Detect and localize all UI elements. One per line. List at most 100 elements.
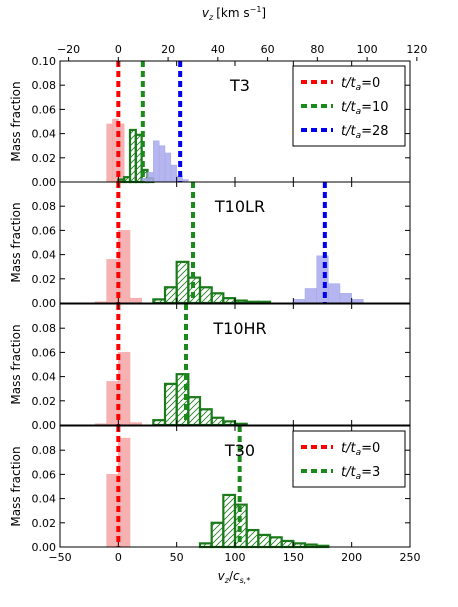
- y-tick-label: 0.08: [32, 79, 57, 92]
- y-tick-label: 0.04: [32, 493, 57, 506]
- y-tick-label: 0.06: [32, 346, 57, 359]
- bar: [245, 528, 260, 549]
- bar: [170, 164, 177, 183]
- series-1: [152, 260, 272, 305]
- bar: [328, 283, 341, 304]
- x-tick-label: 200: [341, 551, 362, 564]
- bar: [147, 172, 154, 183]
- legend: t/ta=0 t/ta=10 t/ta=28: [292, 65, 406, 147]
- bar: [280, 539, 295, 549]
- panel-title: T30: [224, 441, 255, 460]
- bar: [222, 297, 237, 305]
- panel-t30: 0.00 0.02 0.04 0.06 0.08 Mass fraction T30 t/ta…: [9, 425, 411, 554]
- bar: [339, 293, 352, 304]
- x-tick-label: 50: [170, 551, 184, 564]
- y-tick-label: 0.08: [32, 322, 57, 335]
- series-1: [152, 373, 248, 427]
- legend-label: t/ta=0: [341, 76, 380, 93]
- bottom-axis-ticks: −50 0 50 100 150 200 250: [48, 551, 420, 564]
- bar: [210, 292, 225, 305]
- top-tick-label: 80: [310, 43, 324, 56]
- panel-title: T3: [229, 76, 250, 95]
- y-tick-label: 0.04: [32, 249, 57, 262]
- y-tick-label: 0.06: [32, 103, 57, 116]
- bar: [106, 123, 113, 183]
- bar: [187, 396, 202, 427]
- bar: [163, 286, 178, 305]
- y-tick-label: 0.08: [32, 444, 57, 457]
- x-tick-label: 0: [115, 551, 122, 564]
- bar: [222, 493, 237, 549]
- bar: [158, 145, 166, 183]
- y-tick-label: 0.10: [32, 55, 57, 68]
- bar: [198, 408, 213, 427]
- top-tick-label: 120: [406, 43, 427, 56]
- y-tick-label: 0.02: [32, 273, 57, 286]
- bar: [257, 533, 272, 549]
- x-tick-label: 250: [400, 551, 421, 564]
- bar: [210, 416, 225, 427]
- legend-label: t/ta=0: [341, 441, 380, 458]
- y-tick-label: 0.06: [32, 468, 57, 481]
- top-tick-label: −20: [57, 43, 80, 56]
- legend: t/ta=0 t/ta=3: [292, 430, 406, 488]
- bar: [175, 260, 190, 305]
- panel-title: T10LR: [214, 197, 265, 216]
- top-tick-label: 100: [357, 43, 378, 56]
- top-tick-label: 60: [261, 43, 275, 56]
- y-axis-label: Mass fraction: [9, 324, 23, 404]
- bar: [164, 152, 172, 183]
- y-tick-label: 0.00: [32, 419, 57, 432]
- bar: [198, 286, 213, 305]
- panels: 0.00 0.02 0.04 0.06 0.08 0.10 Mass fraction T3 t…: [9, 55, 411, 554]
- top-tick-label: 40: [211, 43, 225, 56]
- bar: [153, 140, 160, 183]
- bar: [293, 299, 306, 304]
- bar: [304, 288, 317, 304]
- y-tick-label: 0.00: [32, 541, 57, 554]
- y-tick-label: 0.02: [32, 517, 57, 530]
- bar: [210, 521, 225, 549]
- bar: [351, 299, 364, 304]
- bar: [163, 382, 178, 427]
- legend-frame: [292, 430, 406, 488]
- top-axis-ticks: −20 0 20 40 60 80 100 120: [57, 43, 427, 61]
- bar: [187, 276, 202, 305]
- y-tick-label: 0.08: [32, 200, 57, 213]
- bar: [152, 419, 167, 427]
- panel-t3: 0.00 0.02 0.04 0.06 0.08 0.10 Mass fraction T3 t…: [9, 55, 411, 189]
- y-axis-label: Mass fraction: [9, 202, 23, 282]
- panel-title: T10HR: [212, 319, 266, 338]
- y-tick-label: 0.02: [32, 395, 57, 408]
- y-axis-label: Mass fraction: [9, 446, 23, 526]
- bar: [152, 298, 167, 305]
- x-tick-label: 100: [225, 551, 246, 564]
- bar: [268, 536, 283, 549]
- y-tick-label: 0.06: [32, 224, 57, 237]
- series-1: [198, 493, 330, 549]
- x-tick-label: 150: [283, 551, 304, 564]
- top-tick-label: 0: [115, 43, 122, 56]
- bar: [292, 542, 307, 549]
- top-tick-label: 20: [161, 43, 175, 56]
- y-tick-label: 0.00: [32, 297, 57, 310]
- series-0: [106, 118, 125, 183]
- y-tick-label: 0.04: [32, 128, 57, 141]
- bar: [198, 542, 213, 549]
- legend-label: t/ta=28: [341, 124, 389, 141]
- y-axis-label: Mass fraction: [9, 81, 23, 161]
- top-axis-label: vz [km s−1]: [202, 5, 266, 22]
- x-axis-label: vz/cs,*: [218, 569, 251, 585]
- panel-t10hr: 0.00 0.02 0.04 0.06 0.08 Mass fraction T10HR: [9, 303, 411, 432]
- y-tick-label: 0.04: [32, 371, 57, 384]
- x-tick-label: −50: [48, 551, 71, 564]
- series-2: [293, 255, 364, 304]
- legend-label: t/ta=10: [341, 100, 389, 117]
- y-tick-label: 0.00: [32, 176, 57, 189]
- bar: [129, 297, 142, 304]
- legend-label: t/ta=3: [341, 465, 380, 482]
- y-tick-label: 0.02: [32, 152, 57, 165]
- panel-t10lr: 0.00 0.02 0.04 0.06 0.08 Mass fraction T10LR: [9, 181, 411, 310]
- bar: [222, 420, 237, 427]
